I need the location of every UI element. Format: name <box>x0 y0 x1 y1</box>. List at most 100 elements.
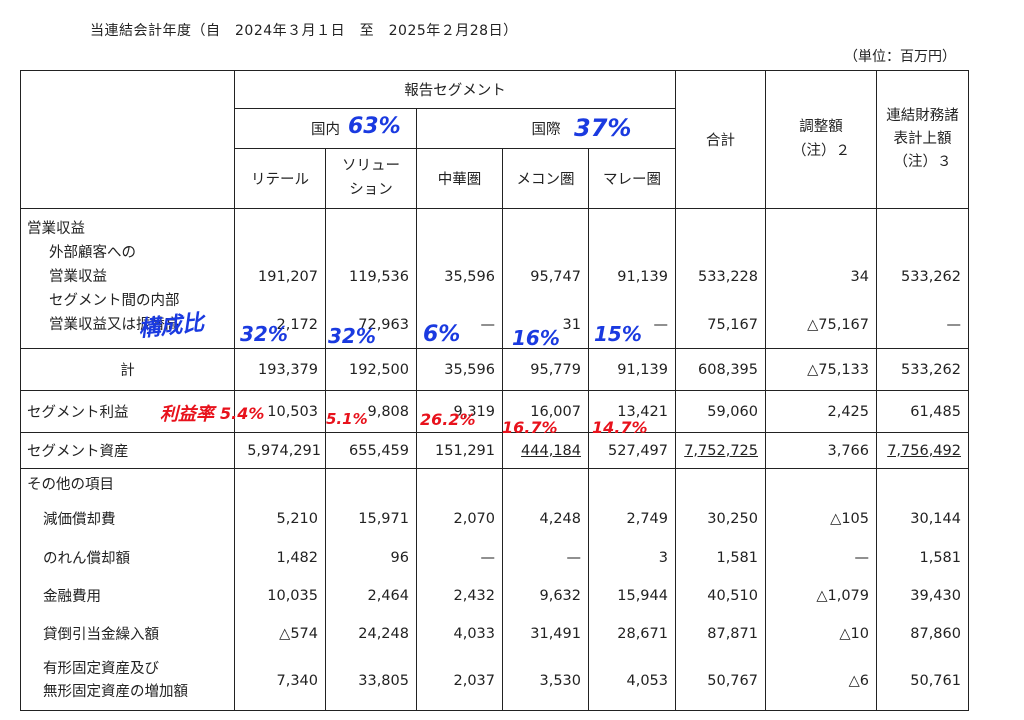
table-cell: 1,581 <box>675 538 766 577</box>
other-items-row: その他の項目 <box>20 468 969 499</box>
table-cell: 1,482 <box>234 538 326 577</box>
consolidated-assets-cell: 7,756,492 <box>876 432 969 469</box>
table-cell: — <box>765 538 877 577</box>
capex-row: 有形固定資産及び 無形固定資産の増加額 7,340 33,805 2,037 3… <box>20 652 969 711</box>
total-assets-cell: 7,752,725 <box>675 432 766 469</box>
adjustment-header-line2: （注）２ <box>792 142 850 159</box>
table-cell: 50,761 <box>876 652 969 711</box>
consolidated-header-line1: 連結財務諸 <box>886 107 959 124</box>
table-cell: △574 <box>234 614 326 653</box>
table-cell: 39,430 <box>876 576 969 615</box>
table-cell: 15,971 <box>325 498 417 539</box>
table-cell: 95,747 <box>530 269 581 285</box>
table-cell: 444,184 <box>521 442 581 459</box>
table-cell: 3 <box>588 538 676 577</box>
domestic-share-annotation: 63% <box>348 114 401 139</box>
margin-label-annotation: 利益率 <box>160 404 214 425</box>
table-cell: 9,808 <box>325 390 417 433</box>
share-retail-annotation: 32% <box>240 322 288 346</box>
table-cell: △105 <box>765 498 877 539</box>
consolidated-revenue-cell: 533,262 — <box>876 208 969 349</box>
table-cell: 40,510 <box>675 576 766 615</box>
table-cell: 533,228 <box>698 269 758 285</box>
international-share-annotation: 37% <box>574 114 632 142</box>
table-cell: 1,581 <box>876 538 969 577</box>
capex-label: 有形固定資産及び 無形固定資産の増加額 <box>20 652 235 711</box>
inter-label-line2: 営業収益又は振替高 <box>49 317 180 333</box>
inter-label-line1: セグメント間の内部 <box>49 293 180 309</box>
table-cell: 192,500 <box>325 348 417 391</box>
table-cell: 9,319 <box>416 390 503 433</box>
margin-malay-annotation: 14.7% <box>592 418 648 437</box>
table-cell: 34 <box>850 269 869 285</box>
finance-costs-row: 金融費用 10,035 2,464 2,432 9,632 15,944 40,… <box>20 576 969 615</box>
table-cell: 91,139 <box>588 348 676 391</box>
margin-retail-annotation: 5.4% <box>220 404 265 423</box>
finance-costs-label: 金融費用 <box>20 576 235 615</box>
share-solution-annotation: 32% <box>328 324 376 348</box>
table-cell: 33,805 <box>325 652 417 711</box>
total-header: 合計 <box>675 70 766 209</box>
table-cell: 7,752,725 <box>684 442 758 459</box>
margin-solution-annotation: 5.1% <box>326 410 368 428</box>
table-cell: 30,250 <box>675 498 766 539</box>
table-cell: △10 <box>765 614 877 653</box>
table-cell: 24,248 <box>325 614 417 653</box>
total-revenue-cell: 533,228 75,167 <box>675 208 766 349</box>
unit-label: （単位：百万円） <box>844 49 956 65</box>
table-cell: 2,070 <box>416 498 503 539</box>
table-cell: 31,491 <box>502 614 589 653</box>
table-cell: — <box>480 317 496 333</box>
table-cell: 87,871 <box>675 614 766 653</box>
table-cell: 608,395 <box>675 348 766 391</box>
operating-revenue-label: 営業収益 <box>27 221 85 237</box>
consolidated-header: 連結財務諸 表計上額 （注）３ <box>876 70 969 209</box>
table-cell: 193,379 <box>234 348 326 391</box>
table-cell: 533,262 <box>901 269 961 285</box>
adjustment-revenue-cell: 34 △75,167 <box>765 208 877 349</box>
segment-table: 報告セグメント 合計 調整額 （注）２ 連結財務諸 表計上額 （注）３ 国内 国… <box>20 70 969 711</box>
table-cell: 35,596 <box>444 269 495 285</box>
greater-china-header: 中華圏 <box>416 148 503 209</box>
operating-revenue-labels: 営業収益 外部顧客への 営業収益 セグメント間の内部 営業収益又は振替高 <box>20 208 235 349</box>
table-cell: 59,060 <box>675 390 766 433</box>
table-cell: 2,037 <box>416 652 503 711</box>
table-cell: △6 <box>765 652 877 711</box>
table-cell: 119,536 <box>349 269 409 285</box>
consolidated-header-line3: （注）３ <box>893 154 952 171</box>
table-cell: 15,944 <box>588 576 676 615</box>
international-header: 国際 <box>416 108 676 149</box>
segment-assets-row: セグメント資産 5,974,291 655,459 151,291 444,18… <box>20 432 969 469</box>
table-cell: 2,749 <box>588 498 676 539</box>
table-cell: △75,133 <box>765 348 877 391</box>
table-cell: 35,596 <box>416 348 503 391</box>
table-cell: 655,459 <box>325 432 417 469</box>
table-cell: 30,144 <box>876 498 969 539</box>
adjustment-header: 調整額 （注）２ <box>765 70 877 209</box>
header-row-3: リテール ソリュー ション 中華圏 メコン圏 マレー圏 <box>21 148 969 209</box>
consolidated-header-line2: 表計上額 <box>893 130 952 147</box>
allowance-label: 貸倒引当金繰入額 <box>20 614 235 653</box>
table-cell: 533,262 <box>876 348 969 391</box>
table-cell: 96 <box>325 538 417 577</box>
header-row-1: 報告セグメント 合計 調整額 （注）２ 連結財務諸 表計上額 （注）３ <box>20 70 969 209</box>
table-cell: 95,779 <box>502 348 589 391</box>
table-cell: — <box>502 538 589 577</box>
margin-mekong-annotation: 16.7% <box>502 418 558 437</box>
external-label-line2: 営業収益 <box>49 269 107 285</box>
table-cell: 10,035 <box>234 576 326 615</box>
goodwill-row: のれん償却額 1,482 96 — — 3 1,581 — 1,581 <box>20 538 969 577</box>
table-cell: 2,425 <box>765 390 877 433</box>
table-cell: 191,207 <box>258 269 318 285</box>
goodwill-label: のれん償却額 <box>20 538 235 577</box>
solution-revenue-cell: 119,536 72,963 <box>325 208 417 349</box>
china-revenue-cell: 35,596 — <box>416 208 503 349</box>
table-cell: 4,053 <box>588 652 676 711</box>
table-cell: — <box>653 317 669 333</box>
segment-assets-label: セグメント資産 <box>20 432 235 469</box>
table-cell: 5,974,291 <box>234 432 326 469</box>
table-cell: 3,530 <box>502 652 589 711</box>
table-cell: 2,464 <box>325 576 417 615</box>
external-label-line1: 外部顧客への <box>49 245 136 261</box>
table-cell: 2,432 <box>416 576 503 615</box>
